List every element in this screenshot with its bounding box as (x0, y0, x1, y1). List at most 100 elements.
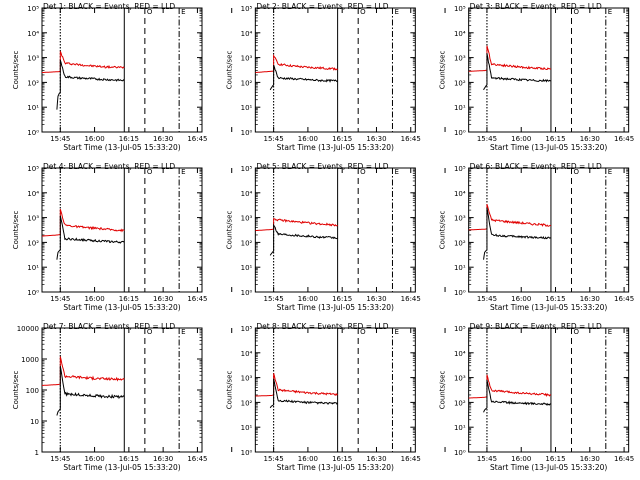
marker-label: O (147, 168, 153, 176)
lld-series-line (468, 45, 552, 72)
y-tick-label: 10⁴ (454, 350, 466, 358)
lld-series-line (42, 51, 125, 73)
lld-series-line (255, 53, 338, 73)
y-tick-label: 10¹ (241, 264, 253, 272)
y-tick-label: 10 (30, 418, 39, 426)
y-tick-label: 10² (454, 79, 466, 87)
lld-series-line (468, 374, 551, 399)
x-axis-label: Start Time (13-Jul-05 15:33:20) (277, 303, 394, 312)
y-tick-label: 10⁰ (27, 129, 39, 137)
y-tick-label: 100 (26, 387, 39, 395)
plot-frame (41, 167, 203, 293)
x-tick-label: 16:30 (580, 135, 600, 143)
x-tick-label: 15:45 (477, 455, 497, 463)
chart-title: Det 4: BLACK = Events, RED = LLD (43, 162, 175, 171)
y-tick-label: 1000 (21, 356, 39, 364)
chart-panel-det-5: 10⁰ 10¹ 10² 10³ 10⁴ 10⁵ 15:45 16:00 16:15 16:30 16… (225, 162, 446, 312)
x-axis-label: Start Time (13-Jul-05 15:33:20) (277, 143, 394, 152)
lld-series-line (468, 203, 551, 231)
marker-label: E (181, 168, 185, 176)
x-tick-label: 15:45 (264, 295, 284, 303)
events-series-line (56, 365, 125, 416)
x-tick-label: 16:00 (84, 455, 104, 463)
marker-label: O (574, 8, 580, 16)
y-tick-label: 10⁵ (454, 165, 466, 173)
plot-area (42, 168, 180, 292)
x-tick-label: 16:30 (153, 455, 173, 463)
marker-label: E (394, 168, 398, 176)
y-tick-label: 10² (241, 79, 253, 87)
plot-area (255, 328, 393, 452)
events-series-line (56, 59, 125, 110)
plot-area (468, 8, 607, 132)
plot-area (42, 328, 180, 452)
marker-label: E (394, 328, 398, 336)
y-tick-label: 10¹ (241, 104, 253, 112)
y-tick-label: 10⁰ (241, 289, 253, 297)
x-tick-label: 16:30 (153, 135, 173, 143)
plot-area (42, 8, 180, 132)
chart-title: Det 3: BLACK = Events, RED = LLD (470, 2, 602, 11)
y-tick-label: 10³ (27, 55, 39, 63)
y-tick-label: 10² (27, 79, 39, 87)
chart-title: Det 8: BLACK = Events, RED = LLD (256, 322, 388, 331)
marker-label: O (574, 168, 580, 176)
y-axis-label: Counts/sec (439, 51, 447, 90)
y-tick-label: 10⁰ (454, 289, 466, 297)
x-tick-label: 16:45 (187, 295, 207, 303)
x-tick-label: 16:00 (511, 455, 531, 463)
x-tick-label: 15:45 (264, 455, 284, 463)
x-tick-label: 15:45 (264, 135, 284, 143)
x-axis-label: Start Time (13-Jul-05 15:33:20) (277, 463, 394, 472)
marker-label: O (147, 328, 153, 336)
chart-panel-det-2: 10⁰ 10¹ 10² 10³ 10⁴ 10⁵ 15:45 16:00 16:15 16:30 16… (225, 2, 446, 152)
y-tick-label: 10² (27, 239, 39, 247)
plot-frame (468, 7, 630, 133)
x-tick-label: 16:30 (366, 455, 386, 463)
y-tick-label: 10¹ (27, 104, 39, 112)
x-tick-label: 16:45 (187, 455, 207, 463)
y-tick-label: 10⁵ (454, 5, 466, 13)
plot-frame (468, 167, 630, 293)
x-tick-label: 16:00 (298, 295, 318, 303)
events-series-line (269, 378, 338, 409)
y-tick-label: 10⁴ (241, 190, 253, 198)
plot-area (255, 8, 393, 132)
x-tick-label: 16:00 (298, 135, 318, 143)
plot-frame (468, 327, 630, 453)
marker-label: O (574, 328, 580, 336)
events-series-line (56, 215, 125, 260)
y-axis-label: Counts/sec (439, 211, 447, 250)
x-tick-label: 16:15 (119, 455, 139, 463)
y-tick-label: 10³ (454, 375, 466, 383)
y-axis-label: Counts/sec (225, 51, 233, 90)
x-tick-label: 16:30 (580, 455, 600, 463)
x-tick-label: 16:45 (401, 295, 421, 303)
x-tick-label: 16:45 (614, 295, 634, 303)
x-tick-label: 15:45 (477, 135, 497, 143)
y-tick-label: 10⁵ (241, 325, 253, 333)
x-tick-label: 16:00 (84, 295, 104, 303)
marker-label: E (181, 8, 185, 16)
x-tick-label: 16:15 (119, 295, 139, 303)
plot-area (255, 168, 393, 292)
chart-panel-det-4: 10⁰ 10¹ 10² 10³ 10⁴ 10⁵ 15:45 16:00 16:15 16:30 16… (12, 162, 233, 312)
y-tick-label: 10² (241, 239, 253, 247)
x-tick-label: 16:00 (84, 135, 104, 143)
y-axis-label: Counts/sec (439, 371, 447, 410)
y-tick-label: 10² (454, 239, 466, 247)
x-tick-label: 16:15 (545, 135, 565, 143)
y-tick-label: 10³ (241, 55, 253, 63)
lld-series-line (255, 373, 338, 397)
marker-label: O (360, 328, 366, 336)
marker-label: E (181, 328, 185, 336)
y-tick-label: 10³ (454, 215, 466, 223)
plot-area (468, 328, 607, 452)
x-axis-label: Start Time (13-Jul-05 15:33:20) (490, 463, 607, 472)
x-tick-label: 16:15 (545, 455, 565, 463)
events-series-line (483, 207, 552, 260)
events-series-line (483, 53, 552, 91)
x-tick-label: 16:45 (614, 135, 634, 143)
y-tick-label: 10² (454, 399, 466, 407)
